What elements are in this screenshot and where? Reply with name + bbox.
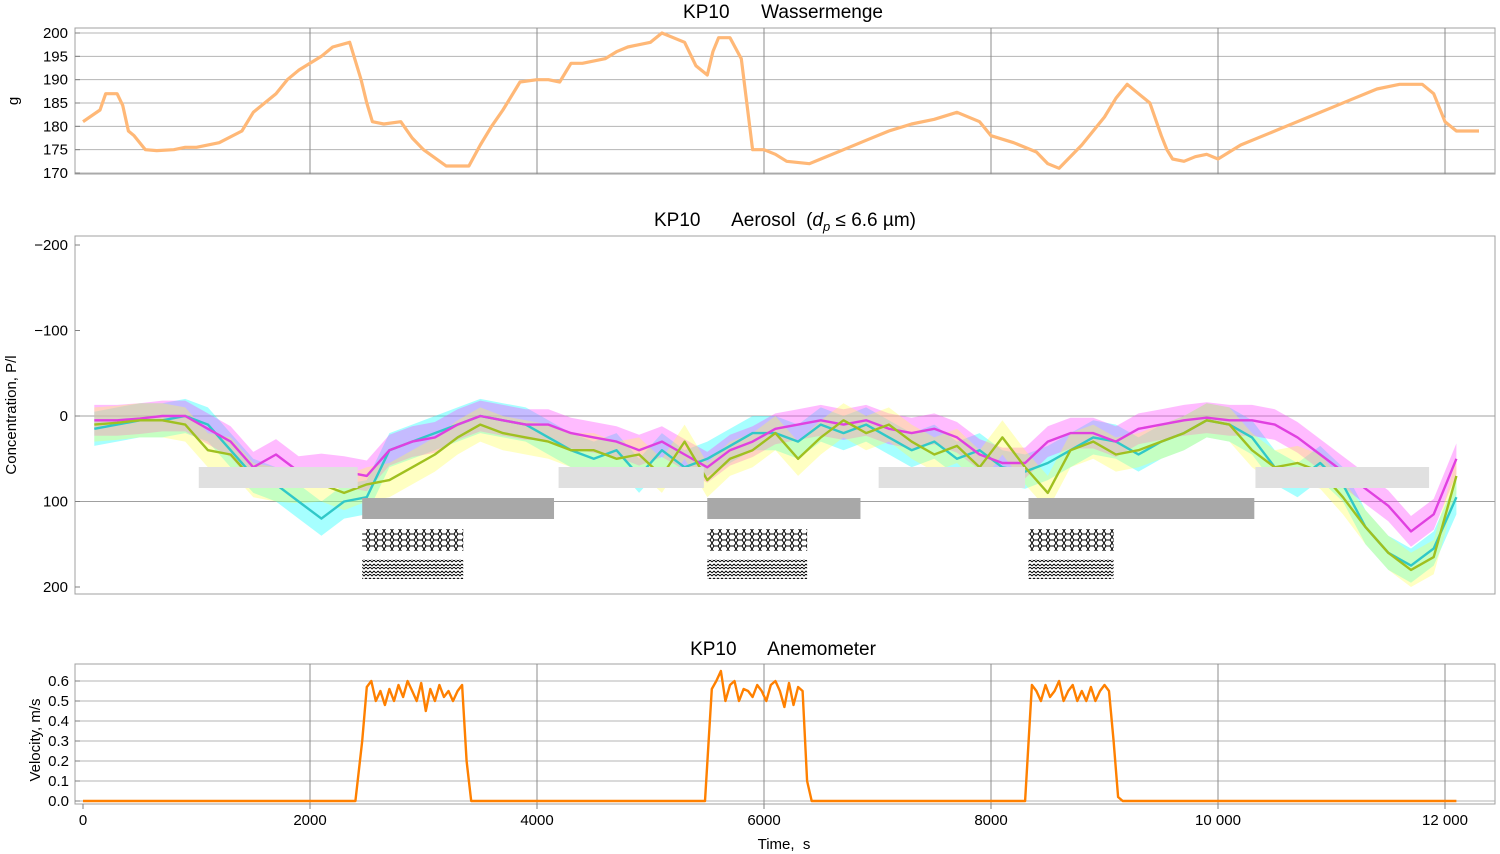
aerosol-light-bar	[878, 467, 1026, 488]
anemometer-grid	[75, 664, 1495, 804]
wassermenge-panel: KP10 Wassermenge 170 175 180 185 190 195 200 g	[5, 2, 1496, 182]
wassermenge-title: KP10 Wassermenge	[683, 2, 883, 23]
anemometer-x-tick-label: 6000	[747, 812, 780, 829]
aerosol-light-bar	[1255, 467, 1430, 488]
wassermenge-y-ticks: 170 175 180 185 190 195 200	[43, 25, 80, 182]
aerosol-wave-pattern	[707, 559, 808, 579]
anemometer-x-ticks: 0 2000 4000 6000 8000 10 000 12 000	[79, 804, 1468, 829]
wassermenge-y-tick-label: 200	[43, 25, 68, 42]
aerosol-panel: KP10 Aerosol (dp ≤ 6.6 µm) −200 −100 0 100 2…	[3, 210, 1496, 596]
aerosol-title-main: KP10 Aerosol (	[654, 210, 813, 231]
anemometer-x-tick-label: 8000	[974, 812, 1007, 829]
anemometer-x-label: Time, s	[758, 836, 811, 853]
aerosol-title-tail: ≤ 6.6 µm)	[830, 210, 916, 231]
aerosol-title-symbol: d	[812, 210, 824, 231]
anemometer-y-label: Velocity, m/s	[27, 698, 44, 781]
anemometer-x-tick-label: 10 000	[1195, 812, 1241, 829]
aerosol-y-tick-label: 100	[43, 494, 68, 511]
anemometer-y-tick-label: 0.6	[48, 673, 69, 690]
anemometer-line	[83, 669, 1457, 803]
aerosol-band	[94, 398, 1457, 583]
wassermenge-y-tick-label: 195	[43, 48, 68, 65]
wassermenge-series	[82, 31, 1479, 170]
aerosol-bands	[94, 398, 1457, 587]
aerosol-hex-pattern	[707, 529, 808, 551]
aerosol-y-tick-label: 0	[60, 408, 68, 425]
wassermenge-y-tick-label: 185	[43, 95, 68, 112]
anemometer-frame	[74, 663, 1496, 805]
wassermenge-y-tick-label: 170	[43, 165, 68, 182]
aerosol-dark-bar	[1028, 498, 1255, 519]
aerosol-y-label: Concentration, P/l	[3, 355, 20, 474]
aerosol-y-ticks: −200 −100 0 100 200	[34, 237, 80, 596]
anemometer-y-tick-label: 0.1	[48, 773, 69, 790]
aerosol-phase-bars	[198, 467, 1430, 579]
aerosol-light-bar	[198, 467, 358, 488]
anemometer-x-tick-label: 2000	[293, 812, 326, 829]
anemometer-x-tick-label: 12 000	[1422, 812, 1468, 829]
wassermenge-y-label: g	[5, 97, 22, 105]
aerosol-y-tick-label: −100	[34, 323, 68, 340]
aerosol-y-tick-label: −200	[34, 237, 68, 254]
anemometer-y-ticks: 0.0 0.1 0.2 0.3 0.4 0.5 0.6	[48, 673, 80, 810]
aerosol-y-tick-label: 200	[43, 579, 68, 596]
aerosol-hex-pattern	[362, 529, 464, 551]
wassermenge-frame	[74, 27, 1496, 175]
wassermenge-line	[82, 31, 1479, 170]
aerosol-title: KP10 Aerosol (dp ≤ 6.6 µm)	[654, 210, 916, 234]
anemometer-title: KP10 Anemometer	[690, 639, 877, 660]
aerosol-dark-bar	[362, 498, 555, 519]
anemometer-series	[83, 669, 1457, 803]
aerosol-wave-pattern	[1028, 559, 1114, 579]
aerosol-band	[94, 403, 1457, 587]
aerosol-light-bar	[558, 467, 704, 488]
aerosol-hex-pattern	[1028, 529, 1114, 551]
anemometer-x-tick-label: 0	[79, 812, 87, 829]
anemometer-y-tick-label: 0.5	[48, 693, 69, 710]
wassermenge-y-tick-label: 180	[43, 118, 68, 135]
aerosol-frame	[74, 235, 1496, 595]
wassermenge-y-tick-label: 175	[43, 142, 68, 159]
aerosol-dark-bar	[707, 498, 861, 519]
anemometer-y-tick-label: 0.3	[48, 733, 69, 750]
wassermenge-grid	[75, 28, 1495, 174]
anemometer-y-tick-label: 0.0	[48, 793, 69, 810]
anemometer-x-tick-label: 4000	[520, 812, 553, 829]
anemometer-y-tick-label: 0.4	[48, 713, 69, 730]
anemometer-y-tick-label: 0.2	[48, 753, 69, 770]
wassermenge-y-tick-label: 190	[43, 72, 68, 89]
aerosol-title-subscript: p	[822, 219, 830, 234]
aerosol-wave-pattern	[362, 559, 464, 579]
anemometer-panel: KP10 Anemometer 0.0 0.1 0.2 0.3 0.4 0.5 0.6 0 2…	[27, 639, 1496, 853]
